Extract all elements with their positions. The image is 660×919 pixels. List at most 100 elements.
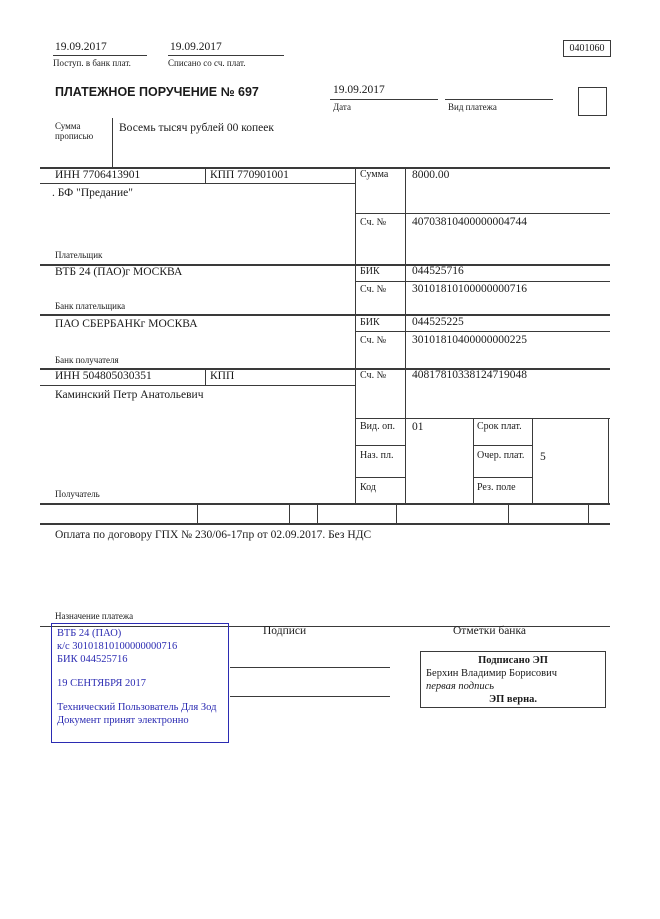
payer-bank-name: ВТБ 24 (ПАО)г МОСКВА	[55, 266, 183, 278]
payment-type-label: Вид платежа	[448, 102, 497, 112]
payment-type-box	[578, 87, 607, 116]
table-line	[532, 418, 533, 503]
code-label: Код	[360, 482, 376, 493]
table-line	[473, 445, 532, 446]
table-line	[317, 503, 318, 523]
esign-role: первая подпись	[426, 681, 495, 692]
sum-value: 8000.00	[412, 169, 450, 181]
table-line	[355, 281, 610, 282]
debited-date: 19.09.2017	[170, 41, 222, 53]
bank-marks-label: Отметки банка	[453, 625, 526, 637]
payee-bank-name: ПАО СБЕРБАНКг МОСКВА	[55, 318, 198, 330]
table-line	[508, 503, 509, 523]
table-line	[205, 167, 206, 183]
form-code-box: 0401060	[563, 40, 611, 57]
stamp-bank-name: ВТБ 24 (ПАО)	[57, 628, 122, 639]
received-date-underline	[53, 55, 147, 56]
payee-account-label: Сч. №	[360, 370, 387, 381]
amount-in-words: Восемь тысяч рублей 00 копеек	[119, 122, 274, 134]
table-line	[473, 418, 474, 503]
stamp-bik: БИК 044525716	[57, 654, 128, 665]
payment-type-underline	[445, 99, 553, 100]
date-label: Дата	[333, 102, 351, 112]
table-line	[289, 503, 290, 523]
payer-name: . БФ "Предание"	[52, 187, 133, 199]
op-type-label: Вид. оп.	[360, 421, 395, 432]
table-line	[355, 445, 406, 446]
purpose-code-label: Наз. пл.	[360, 450, 394, 461]
stamp-corr-account: к/с 30101810100000000716	[57, 641, 178, 652]
bank-stamp: ВТБ 24 (ПАО) к/с 30101810100000000716 БИ…	[51, 623, 229, 743]
table-line	[40, 167, 610, 169]
payer-account-label: Сч. №	[360, 217, 387, 228]
payee-bank-account-label: Сч. №	[360, 335, 387, 346]
payee-inn: ИНН 504805030351	[55, 370, 152, 382]
payee-bank-bik-label: БИК	[360, 317, 380, 328]
table-line	[40, 314, 610, 316]
payer-kpp: КПП 770901001	[210, 169, 289, 181]
signature-line	[230, 667, 390, 668]
page-title: ПЛАТЕЖНОЕ ПОРУЧЕНИЕ № 697	[55, 85, 259, 99]
received-date: 19.09.2017	[55, 41, 107, 53]
table-line	[355, 213, 610, 214]
table-line	[405, 167, 406, 503]
payee-label: Получатель	[55, 489, 100, 499]
payee-bank-label: Банк получателя	[55, 355, 119, 365]
stamp-date: 19 СЕНТЯБРЯ 2017	[57, 678, 146, 689]
table-line	[473, 477, 532, 478]
payee-bank-account: 30101810400000000225	[412, 334, 527, 346]
table-line	[40, 626, 610, 627]
payment-purpose-label: Назначение платежа	[55, 611, 134, 621]
op-type-value: 01	[412, 421, 424, 433]
stamp-user: Технический Пользователь Для Зод	[57, 702, 217, 713]
amount-in-words-label: Сумма прописью	[55, 121, 94, 142]
payer-label: Плательщик	[55, 250, 103, 260]
debited-date-underline	[168, 55, 284, 56]
table-line	[588, 503, 589, 523]
document-date: 19.09.2017	[333, 84, 385, 96]
payer-inn: ИНН 7706413901	[55, 169, 141, 181]
table-line	[355, 331, 610, 332]
priority-value: 5	[540, 451, 546, 463]
signatures-label: Подписи	[263, 625, 307, 637]
received-date-label: Поступ. в банк плат.	[53, 58, 131, 68]
sum-label: Сумма	[360, 169, 389, 180]
signature-line	[230, 696, 390, 697]
payer-bank-label: Банк плательщика	[55, 301, 126, 311]
payer-bank-bik-label: БИК	[360, 266, 380, 277]
amount-divider	[112, 118, 113, 167]
table-line	[355, 167, 356, 503]
payee-bank-bik: 044525225	[412, 316, 464, 328]
table-line	[355, 477, 406, 478]
esign-status: ЭП верна.	[488, 694, 537, 705]
electronic-signature-box: Подписано ЭП Берхин Владимир Борисович п…	[420, 651, 606, 708]
table-line	[40, 368, 610, 370]
payer-bank-bik: 044525716	[412, 265, 464, 277]
table-line	[396, 503, 397, 523]
payee-account: 40817810338124719048	[412, 369, 527, 381]
payment-purpose-text: Оплата по договору ГПХ № 230/06-17пр от …	[55, 529, 372, 541]
date-underline	[330, 99, 438, 100]
due-label: Срок плат.	[477, 421, 522, 432]
esign-name: Берхин Владимир Борисович	[426, 668, 557, 679]
table-line	[205, 368, 206, 385]
payer-account: 40703810400000004744	[412, 216, 527, 228]
payer-bank-account-label: Сч. №	[360, 284, 387, 295]
payee-name: Каминский Петр Анатольевич	[55, 389, 204, 401]
table-line	[40, 503, 610, 505]
table-line	[40, 264, 610, 266]
table-line	[40, 183, 356, 184]
table-line	[608, 418, 609, 503]
debited-date-label: Списано со сч. плат.	[168, 58, 246, 68]
payee-kpp-label: КПП	[210, 370, 235, 382]
table-line	[355, 418, 610, 419]
priority-label: Очер. плат.	[477, 450, 525, 461]
table-line	[197, 503, 198, 523]
form-code: 0401060	[569, 43, 605, 54]
table-line	[40, 523, 610, 525]
table-line	[40, 385, 356, 386]
esign-title: Подписано ЭП	[478, 655, 548, 666]
reserve-field-label: Рез. поле	[477, 482, 516, 493]
payer-bank-account: 30101810100000000716	[412, 283, 527, 295]
